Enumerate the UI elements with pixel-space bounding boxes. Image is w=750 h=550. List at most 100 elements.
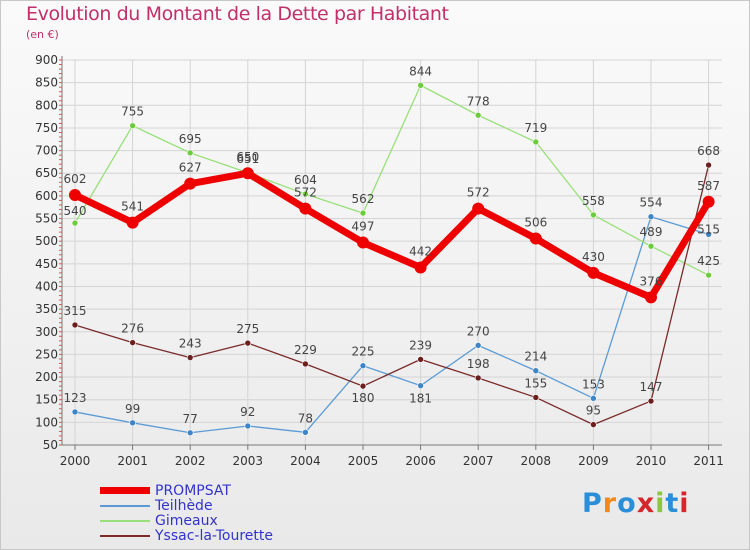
legend-label: Gimeaux [155,513,218,529]
y-tick-label: 100 [35,415,58,429]
data-label-yssac-la-tourette: 229 [294,343,317,357]
data-point-prompsat [357,236,369,249]
data-label-gimeaux: 844 [409,64,432,78]
data-label-prompsat: 627 [179,161,202,175]
data-point-gimeaux [590,211,597,219]
data-label-prompsat: 497 [352,220,375,234]
data-point-yssac-la-tourette [244,339,252,347]
data-point-prompsat [241,167,254,180]
data-point-yssac-la-tourette [186,354,194,361]
data-point-gimeaux [647,242,655,250]
y-tick-label: 450 [35,257,58,271]
data-label-teilh-de: 92 [240,405,255,419]
legend-item: Gimeaux [100,513,360,529]
data-label-teilh-de: 78 [298,411,313,425]
data-point-prompsat [184,177,197,190]
data-point-teilh-de [244,422,252,430]
data-point-yssac-la-tourette [532,394,540,401]
data-point-gimeaux [417,82,424,89]
grid [62,59,722,446]
data-label-yssac-la-tourette: 147 [640,380,663,394]
data-point-yssac-la-tourette [71,321,79,329]
x-tick-label: 2010 [636,454,667,468]
data-label-teilh-de: 214 [524,350,547,364]
data-label-prompsat: 506 [524,215,547,229]
series-line-gimeaux [74,84,710,276]
logo-letter: t [665,488,680,519]
data-label-prompsat: 602 [64,172,87,186]
y-tick-label: 200 [35,370,58,384]
data-label-gimeaux: 778 [467,94,490,108]
data-label-yssac-la-tourette: 668 [697,144,720,158]
legend-item: Teilhède [100,498,360,514]
data-label-prompsat: 541 [121,200,144,214]
data-label-gimeaux: 719 [524,121,547,135]
x-tick-label: 2003 [233,454,264,468]
series [69,82,715,437]
data-label-yssac-la-tourette: 95 [586,404,601,418]
data-point-prompsat [472,202,485,215]
y-tick-label: 350 [35,302,58,316]
y-tick-label: 550 [35,212,58,226]
y-tick-label: 800 [35,98,58,112]
data-label-teilh-de: 515 [697,222,720,236]
legend: PROMPSAT Teilhède Gimeaux Yssac-la-Tourette [100,483,360,544]
y-tick-label: 750 [35,121,58,135]
y-tick-label: 400 [35,279,58,293]
data-point-teilh-de [71,408,79,416]
series-line-teilh-de [74,216,710,434]
data-label-gimeaux: 604 [294,173,317,187]
data-label-gimeaux: 540 [64,204,87,218]
y-tick-label: 650 [35,166,58,180]
data-label-prompsat: 442 [409,244,432,258]
logo-letter: o [617,488,637,519]
data-point-gimeaux [129,122,136,129]
chart-title: Evolution du Montant de la Dette par Hab… [26,3,449,25]
data-label-yssac-la-tourette: 276 [121,322,144,336]
legend-swatch [100,535,150,537]
data-point-yssac-la-tourette [705,161,712,169]
y-tick-label: 250 [35,347,58,361]
x-tick-label: 2008 [521,454,552,468]
legend-swatch [100,505,150,507]
data-label-prompsat: 572 [294,186,317,200]
data-label-yssac-la-tourette: 275 [236,322,259,336]
data-label-gimeaux: 755 [121,105,144,119]
data-point-yssac-la-tourette [129,339,136,346]
data-point-yssac-la-tourette [302,360,309,368]
logo-letter: i [679,488,690,519]
data-point-yssac-la-tourette [590,421,597,428]
data-point-gimeaux [186,149,194,157]
data-point-teilh-de [590,395,597,402]
data-label-prompsat: 587 [697,179,720,193]
logo-letter: i [655,488,666,519]
data-point-prompsat [414,261,427,274]
data-point-gimeaux [705,271,712,279]
y-tick-label: 900 [35,53,58,67]
data-label-teilh-de: 123 [64,391,87,405]
axes: 50 100 150 200 250 300 350 400 450 500 550 600 650 70… [35,53,724,468]
data-point-gimeaux [71,219,79,227]
y-tick-label: 500 [35,234,58,248]
legend-swatch [100,487,150,494]
y-tick-label: 150 [35,393,58,407]
x-tick-label: 2005 [348,454,379,468]
data-point-yssac-la-tourette [474,374,482,382]
y-tick-label: 850 [35,76,58,90]
data-label-teilh-de: 225 [352,345,375,359]
data-point-teilh-de [359,362,367,370]
data-point-yssac-la-tourette [359,382,367,390]
data-point-teilh-de [647,213,655,221]
data-label-gimeaux: 489 [640,225,663,239]
y-tick-label: 50 [43,438,58,452]
data-label-yssac-la-tourette: 155 [524,376,547,390]
data-label-yssac-la-tourette: 198 [467,357,490,371]
logo-letter: x [636,488,656,519]
data-point-gimeaux [359,209,367,217]
x-tick-label: 2004 [290,454,321,468]
data-point-teilh-de [474,342,482,349]
x-tick-label: 2006 [405,454,436,468]
data-label-yssac-la-tourette: 180 [352,391,375,405]
